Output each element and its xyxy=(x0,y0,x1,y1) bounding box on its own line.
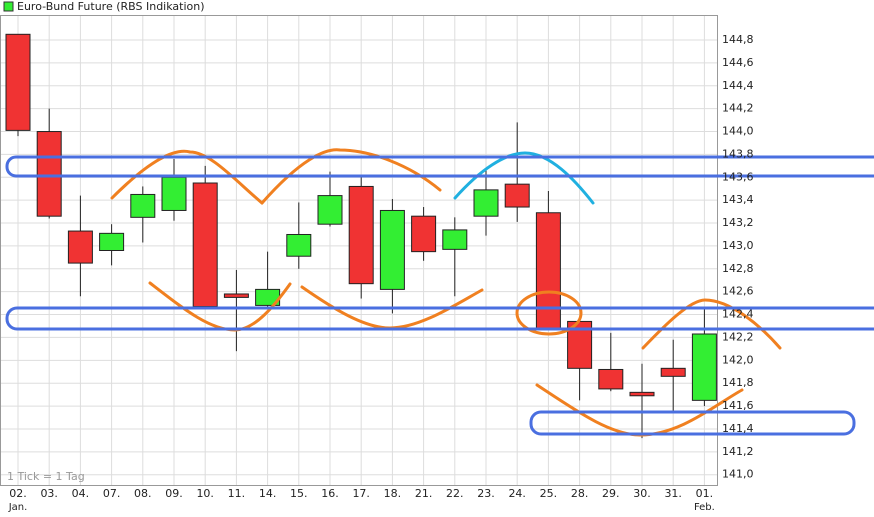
chart-title: Euro-Bund Future (RBS Indikation) xyxy=(17,0,205,13)
y-tick-label: 143,2 xyxy=(722,216,754,229)
y-tick-label: 141,4 xyxy=(722,422,754,435)
candle-body xyxy=(504,183,530,208)
x-tick-label: 08. xyxy=(134,487,152,500)
legend-swatch xyxy=(3,1,14,12)
band xyxy=(5,155,874,178)
y-tick-label: 142,6 xyxy=(722,285,754,298)
x-tick-label: 31. xyxy=(664,487,682,500)
y-tick-label: 142,4 xyxy=(722,308,754,321)
y-tick-label: 144,8 xyxy=(722,33,754,46)
candle-body xyxy=(67,230,93,264)
x-tick-label: 02. xyxy=(9,487,27,500)
arc xyxy=(110,149,264,205)
circle xyxy=(515,290,583,336)
y-tick-label: 141,0 xyxy=(722,468,754,481)
y-tick-label: 143,4 xyxy=(722,193,754,206)
candle-body xyxy=(130,193,156,218)
band xyxy=(5,306,874,331)
annotations xyxy=(5,148,874,437)
x-tick-label: 23. xyxy=(477,487,495,500)
y-tick-label: 143,6 xyxy=(722,170,754,183)
tick-note: 1 Tick = 1 Tag xyxy=(7,470,85,483)
y-tick-label: 144,6 xyxy=(722,56,754,69)
candle-body xyxy=(442,229,468,250)
x-tick-label: 04. xyxy=(72,487,90,500)
x-tick-label: 09. xyxy=(165,487,183,500)
x-tick-label: 28. xyxy=(571,487,589,500)
y-tick-label: 143,8 xyxy=(722,147,754,160)
y-tick-label: 142,0 xyxy=(722,353,754,366)
candle-body xyxy=(535,212,561,329)
y-tick-label: 141,6 xyxy=(722,399,754,412)
y-tick-label: 143,0 xyxy=(722,239,754,252)
candle-body xyxy=(348,185,374,285)
x-tick-label: 14. xyxy=(259,487,277,500)
x-tick-label: 07. xyxy=(103,487,121,500)
candles xyxy=(5,33,717,439)
x-tick-label: 17. xyxy=(352,487,370,500)
x-sub-label: Jan. xyxy=(8,502,28,513)
x-tick-label: 10. xyxy=(196,487,214,500)
x-tick-label: 29. xyxy=(602,487,620,500)
y-tick-label: 144,0 xyxy=(722,125,754,138)
candle-body xyxy=(629,391,655,397)
x-tick-label: 16. xyxy=(321,487,339,500)
y-tick-label: 144,4 xyxy=(722,79,754,92)
plot-frame xyxy=(0,15,718,486)
arc xyxy=(260,148,442,205)
x-tick-label: 24. xyxy=(508,487,526,500)
band xyxy=(529,410,856,436)
candle-body xyxy=(5,33,31,131)
y-tick-label: 141,2 xyxy=(722,445,754,458)
y-tick-label: 142,8 xyxy=(722,262,754,275)
candle-body xyxy=(286,233,312,257)
candle-body xyxy=(660,367,686,377)
candle-body xyxy=(473,189,499,217)
x-tick-label: 11. xyxy=(228,487,246,500)
x-tick-label: 01. xyxy=(696,487,714,500)
candle-body xyxy=(691,333,717,401)
x-tick-label: 03. xyxy=(40,487,58,500)
candle-body xyxy=(161,176,187,211)
candle-body xyxy=(317,195,343,225)
x-tick-label: 30. xyxy=(633,487,651,500)
candle-body xyxy=(411,215,437,253)
candle-body xyxy=(223,293,249,298)
x-tick-label: 22. xyxy=(446,487,464,500)
x-tick-label: 15. xyxy=(290,487,308,500)
x-tick-label: 18. xyxy=(384,487,402,500)
y-tick-label: 141,8 xyxy=(722,376,754,389)
candle-body xyxy=(99,232,125,251)
candle-body xyxy=(36,131,62,217)
candle-body xyxy=(598,368,624,390)
y-tick-label: 144,2 xyxy=(722,102,754,115)
x-tick-label: 21. xyxy=(415,487,433,500)
y-tick-label: 142,2 xyxy=(722,330,754,343)
x-sub-label: Feb. xyxy=(694,502,715,513)
x-tick-label: 25. xyxy=(540,487,558,500)
candle-body xyxy=(379,209,405,290)
arc xyxy=(641,298,782,350)
candle-body xyxy=(192,182,218,308)
